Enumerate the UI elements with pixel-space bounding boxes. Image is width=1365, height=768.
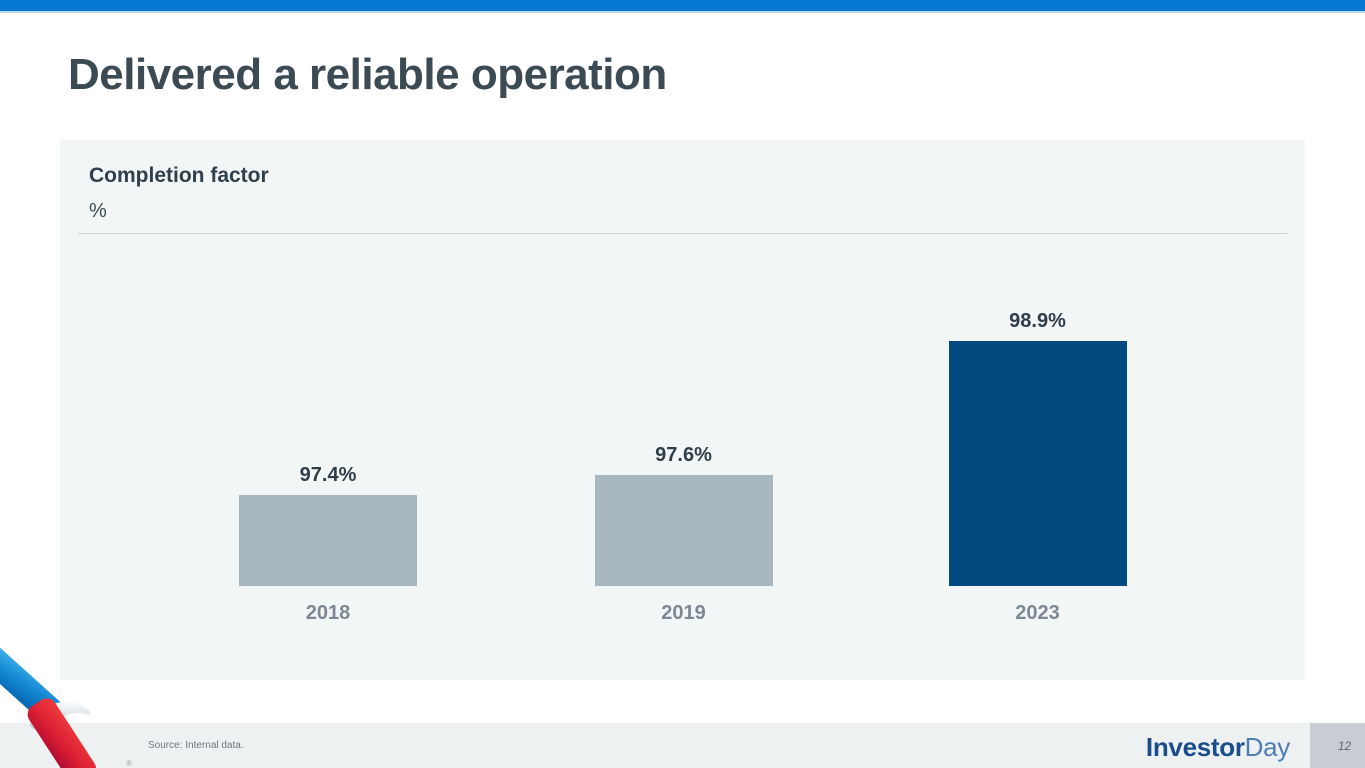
page-number: 12 bbox=[1337, 738, 1352, 753]
bar-category-label: 2023 bbox=[1015, 602, 1060, 624]
investor-day-logo: InvestorDay bbox=[1146, 732, 1290, 763]
bar-value-label: 97.6% bbox=[655, 444, 712, 466]
bar-group-2018: 97.4% 2018 bbox=[239, 140, 417, 680]
chart-title: Completion factor bbox=[89, 164, 269, 187]
logo-red-wing bbox=[27, 698, 97, 768]
bar-value-label: 98.9% bbox=[1009, 310, 1066, 332]
page-title: Delivered a reliable operation bbox=[68, 50, 667, 99]
bar-2023 bbox=[948, 341, 1127, 586]
bar-value-label: 97.4% bbox=[299, 464, 357, 486]
bar-2018 bbox=[239, 495, 417, 586]
bar-group-2023: 98.9% 2023 bbox=[948, 140, 1127, 680]
top-accent-bar bbox=[0, 0, 1365, 13]
investor-day-logo-light: Day bbox=[1244, 732, 1291, 762]
bar-chart-plot-area: 97.4% 2018 97.6% 2019 98.9% 2023 bbox=[60, 140, 1305, 680]
source-note: Source: Internal data. bbox=[148, 740, 244, 751]
footer-band bbox=[0, 723, 1365, 768]
investor-day-logo-bold: Investor bbox=[1145, 732, 1245, 762]
registered-trademark-icon: ® bbox=[126, 759, 132, 768]
page-number-box: 12 bbox=[1310, 723, 1365, 768]
chart-header-divider bbox=[78, 233, 1287, 234]
chart-y-axis-unit: % bbox=[89, 200, 107, 222]
chart-panel: Completion factor % 97.4% 2018 97.6% 2019 98… bbox=[60, 140, 1305, 680]
bar-group-2019: 97.6% 2019 bbox=[594, 140, 773, 680]
bar-category-label: 2018 bbox=[305, 602, 351, 624]
american-airlines-logo-icon: ® bbox=[0, 644, 132, 768]
bar-2019 bbox=[594, 475, 773, 586]
bar-category-label: 2019 bbox=[661, 602, 706, 624]
